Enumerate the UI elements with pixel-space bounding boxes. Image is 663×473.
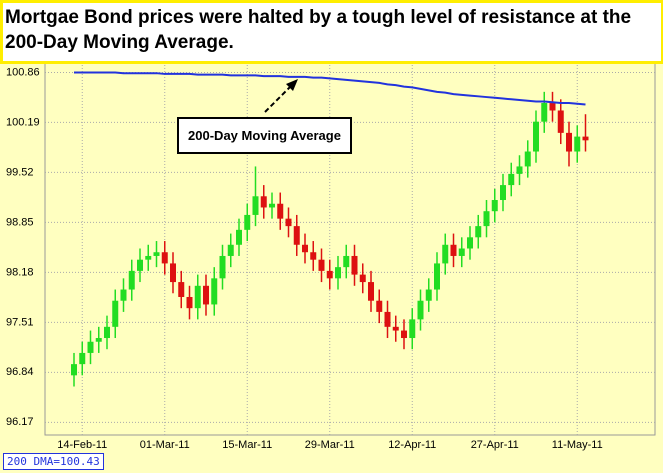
candle-body bbox=[508, 173, 515, 186]
candle-body bbox=[252, 196, 259, 215]
x-tick-label: 14-Feb-11 bbox=[57, 439, 107, 451]
candle-body bbox=[516, 166, 523, 174]
candle-body bbox=[244, 214, 251, 230]
y-tick-label: 96.17 bbox=[6, 416, 34, 428]
candle-body bbox=[178, 282, 185, 297]
y-tick-label: 96.84 bbox=[6, 366, 34, 378]
candle-body bbox=[434, 263, 440, 290]
annotation: 200-Day Moving Average bbox=[177, 117, 352, 154]
candle-body bbox=[409, 319, 416, 339]
candle-body bbox=[170, 263, 176, 283]
x-tick-label: 15-Mar-11 bbox=[222, 439, 272, 451]
candle-body bbox=[533, 121, 539, 152]
candle-body bbox=[120, 289, 127, 301]
candle-body bbox=[302, 244, 308, 253]
candle-body bbox=[227, 244, 234, 256]
candle-body bbox=[500, 185, 506, 201]
y-tick-label: 99.52 bbox=[6, 166, 34, 178]
candle-body bbox=[467, 237, 473, 249]
x-tick-label: 01-Mar-11 bbox=[140, 439, 190, 451]
candle-body bbox=[318, 259, 325, 271]
x-tick-label: 29-Mar-11 bbox=[305, 439, 355, 451]
candle-body bbox=[376, 300, 383, 312]
candle-body bbox=[153, 252, 160, 256]
candle-body bbox=[310, 252, 317, 260]
x-tick-label: 11-May-11 bbox=[552, 439, 603, 451]
candle-body bbox=[368, 282, 374, 301]
candle-body bbox=[351, 255, 358, 275]
x-tick-label: 27-Apr-11 bbox=[471, 439, 519, 451]
candle-body bbox=[450, 244, 457, 256]
footer-label: 200 DMA=100.43 bbox=[3, 453, 104, 470]
candle-body bbox=[574, 136, 581, 152]
candle-body bbox=[277, 203, 284, 219]
candle-body bbox=[145, 255, 152, 260]
candle-body bbox=[582, 136, 589, 141]
candle-body bbox=[112, 300, 119, 327]
candle-body bbox=[458, 248, 465, 256]
y-tick-label: 98.18 bbox=[6, 266, 34, 278]
candle-body bbox=[71, 364, 77, 376]
y-tick-label: 100.86 bbox=[6, 66, 40, 78]
candle-body bbox=[326, 270, 333, 279]
candle-body bbox=[186, 296, 193, 309]
annotation-arrowhead bbox=[286, 79, 298, 91]
candle-body bbox=[211, 278, 218, 305]
x-tick-label: 12-Apr-11 bbox=[388, 439, 436, 451]
candle-body bbox=[557, 110, 564, 133]
candle-body bbox=[269, 203, 275, 208]
y-tick-label: 100.19 bbox=[6, 116, 40, 128]
candle-body bbox=[401, 330, 407, 339]
y-tick-label: 97.51 bbox=[6, 316, 34, 328]
candle-body bbox=[285, 218, 292, 227]
candle-body bbox=[79, 352, 86, 365]
candle-body bbox=[491, 200, 498, 212]
candle-body bbox=[442, 244, 449, 264]
candle-body bbox=[194, 285, 201, 309]
candle-body bbox=[236, 229, 242, 245]
candle-body bbox=[359, 274, 366, 283]
candle-body bbox=[128, 270, 135, 290]
candle-body bbox=[483, 211, 490, 227]
y-tick-label: 98.85 bbox=[6, 216, 34, 228]
candle-body bbox=[219, 255, 226, 279]
candle-body bbox=[425, 289, 432, 301]
candle-body bbox=[417, 300, 424, 320]
candle-body bbox=[293, 226, 300, 245]
annotation-arrow bbox=[264, 84, 293, 113]
chart-title: Mortgae Bond prices were halted by a tou… bbox=[0, 0, 663, 64]
candle-body bbox=[137, 259, 143, 271]
candle-body bbox=[104, 326, 110, 339]
candle-body bbox=[566, 132, 572, 152]
candle-body bbox=[384, 311, 391, 327]
candle-body bbox=[524, 151, 531, 167]
candle-body bbox=[203, 285, 209, 305]
candle-body bbox=[549, 103, 556, 111]
candle-body bbox=[392, 326, 399, 331]
moving-average-line bbox=[74, 71, 586, 106]
candle-body bbox=[475, 226, 482, 238]
candle-body bbox=[343, 255, 350, 268]
candle-body bbox=[335, 267, 341, 279]
candle-body bbox=[161, 252, 168, 264]
candle-body bbox=[541, 103, 548, 122]
candle-body bbox=[260, 196, 267, 208]
candle-body bbox=[87, 341, 94, 353]
candle-body bbox=[95, 338, 102, 342]
